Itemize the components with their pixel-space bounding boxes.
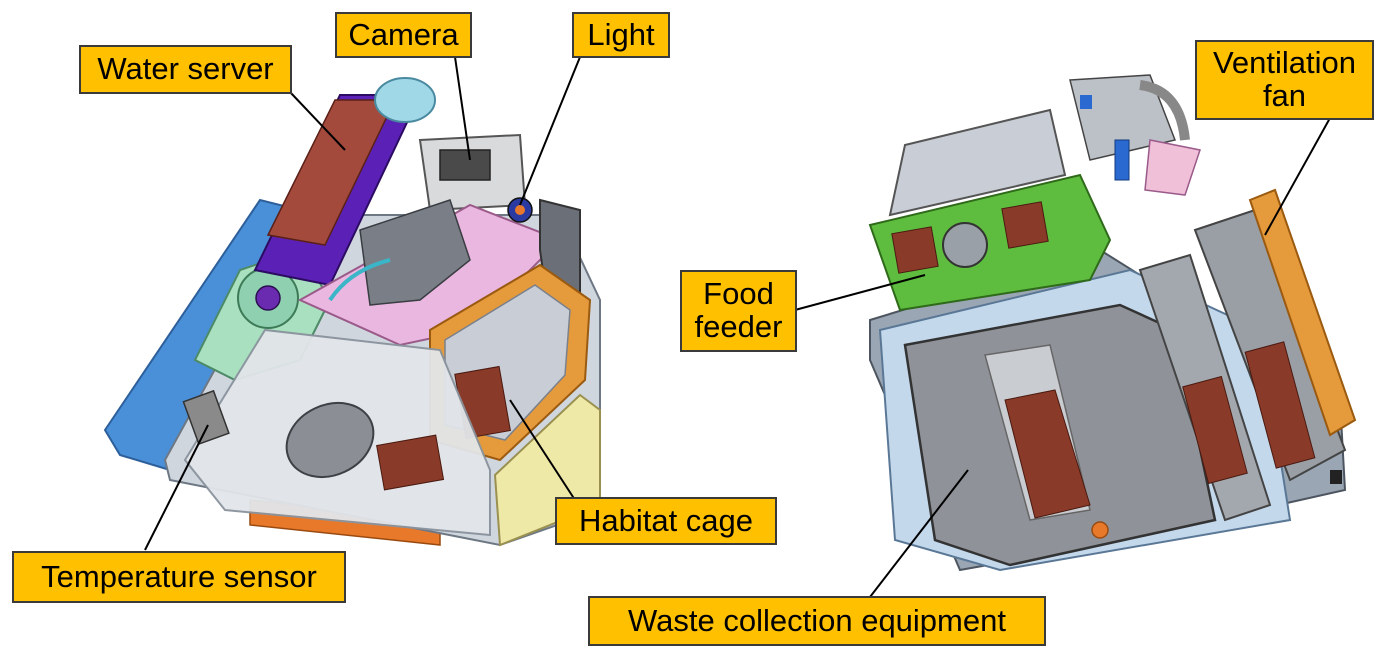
- camera-block: [418, 133, 527, 212]
- leader-waste-collection: [869, 469, 969, 598]
- label-temperature-sensor: Temperature sensor: [12, 551, 346, 603]
- waste-collection-panel: [903, 303, 1217, 567]
- leader-ventilation-fan: [1264, 117, 1331, 236]
- leader-camera: [454, 56, 471, 161]
- label-food-feeder: Food feeder: [680, 270, 797, 352]
- temperature-sensor-bracket: [182, 389, 230, 446]
- leader-habitat-cage: [509, 399, 576, 501]
- label-water-server: Water server: [79, 45, 292, 94]
- food-feeder-unit: [868, 173, 1112, 312]
- habitat-cage-frame: [429, 263, 592, 462]
- ventilation-fan-strip: [1248, 188, 1357, 437]
- label-camera: Camera: [335, 12, 472, 58]
- label-waste-collection: Waste collection equipment: [588, 596, 1046, 646]
- label-habitat-cage: Habitat cage: [555, 497, 777, 545]
- leader-water-server: [289, 91, 346, 151]
- water-server-cylinder: [253, 77, 436, 287]
- label-ventilation-fan: Ventilation fan: [1195, 40, 1374, 120]
- left-module: [103, 77, 601, 547]
- right-module: [868, 74, 1357, 572]
- label-light: Light: [572, 12, 670, 58]
- leader-light: [519, 56, 581, 206]
- leader-food-feeder: [794, 274, 926, 311]
- leader-temperature-sensor: [144, 424, 209, 551]
